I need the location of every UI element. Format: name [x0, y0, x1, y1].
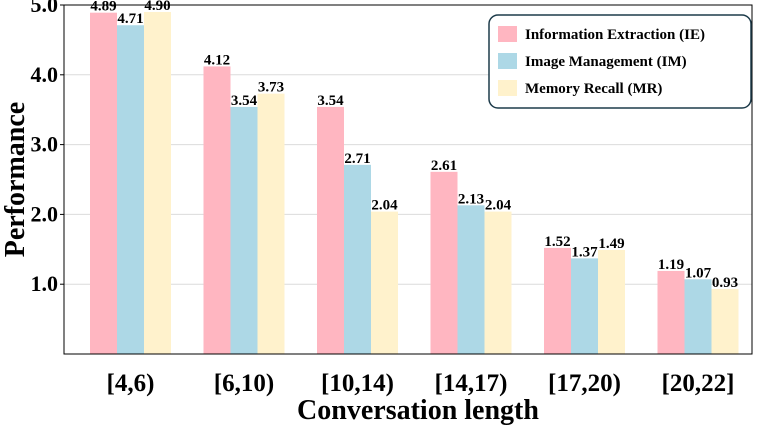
x-tick-label: [17,20)	[548, 370, 621, 397]
y-tick-label: 1.0	[31, 271, 59, 296]
data-label: 3.54	[317, 93, 344, 109]
bar	[571, 258, 598, 354]
y-tick-label: 5.0	[31, 0, 59, 17]
y-tick-label: 3.0	[31, 132, 59, 157]
bar	[430, 171, 458, 354]
legend-swatch	[498, 53, 517, 69]
bar	[117, 25, 144, 354]
data-label: 4.89	[90, 0, 116, 15]
data-label: 4.12	[204, 52, 230, 68]
data-label: 3.54	[231, 93, 258, 109]
data-label: 2.61	[431, 158, 457, 174]
x-tick-label: [14,17)	[435, 370, 508, 397]
legend-entry-label: Image Management (IM)	[525, 54, 687, 70]
data-label: 3.73	[258, 80, 284, 96]
bar	[371, 211, 398, 354]
bar	[657, 270, 685, 354]
plot-frame	[63, 4, 753, 355]
bar	[203, 66, 231, 354]
data-label: 4.90	[144, 0, 170, 14]
bar	[230, 106, 258, 355]
bar	[711, 289, 739, 354]
bar	[457, 205, 485, 354]
data-label: 2.13	[458, 191, 484, 207]
bar	[90, 12, 117, 354]
data-label: 1.37	[571, 244, 598, 260]
bar	[484, 211, 512, 354]
x-tick-label: [4,6)	[107, 370, 155, 397]
legend-entry-label: Information Extraction (IE)	[525, 27, 705, 43]
bar	[598, 249, 625, 354]
y-axis-ticks: 1.0 2.0 3.0 4.0 5.0	[31, 0, 64, 296]
data-label: 4.71	[117, 11, 143, 27]
y-tick-label: 2.0	[31, 201, 59, 226]
bar	[684, 279, 712, 354]
legend-box	[488, 14, 752, 109]
x-tick-label: [6,10)	[214, 370, 274, 397]
data-label: 2.71	[344, 151, 370, 167]
bar	[317, 106, 344, 355]
legend-swatch	[498, 26, 517, 42]
legend: Information Extraction (IE) Image Managem…	[488, 14, 752, 109]
data-label: 1.49	[598, 236, 624, 252]
x-axis-ticks: [4,6) [6,10) [10,14) [14,17) [17,20) [20,22]	[107, 370, 735, 397]
x-tick-label: [10,14)	[321, 370, 394, 397]
data-labels: 4.894.714.904.123.543.733.542.712.042.61…	[90, 0, 738, 291]
y-tick-label: 4.0	[31, 62, 59, 87]
data-label: 2.04	[485, 198, 512, 214]
data-label: 1.07	[685, 265, 712, 281]
bar	[144, 11, 171, 354]
legend-entry-label: Memory Recall (MR)	[525, 81, 662, 97]
data-label: 2.04	[371, 198, 398, 214]
legend-swatch	[498, 80, 517, 96]
bar	[257, 93, 285, 355]
y-axis-label: Performance	[0, 102, 31, 257]
bar	[544, 247, 571, 354]
data-label: 0.93	[712, 275, 738, 291]
bar	[344, 164, 371, 354]
data-label: 1.19	[658, 257, 684, 273]
x-tick-label: [20,22]	[662, 370, 735, 397]
x-axis-label: Conversation length	[297, 395, 539, 426]
bars	[90, 11, 739, 355]
data-label: 1.52	[544, 234, 570, 250]
